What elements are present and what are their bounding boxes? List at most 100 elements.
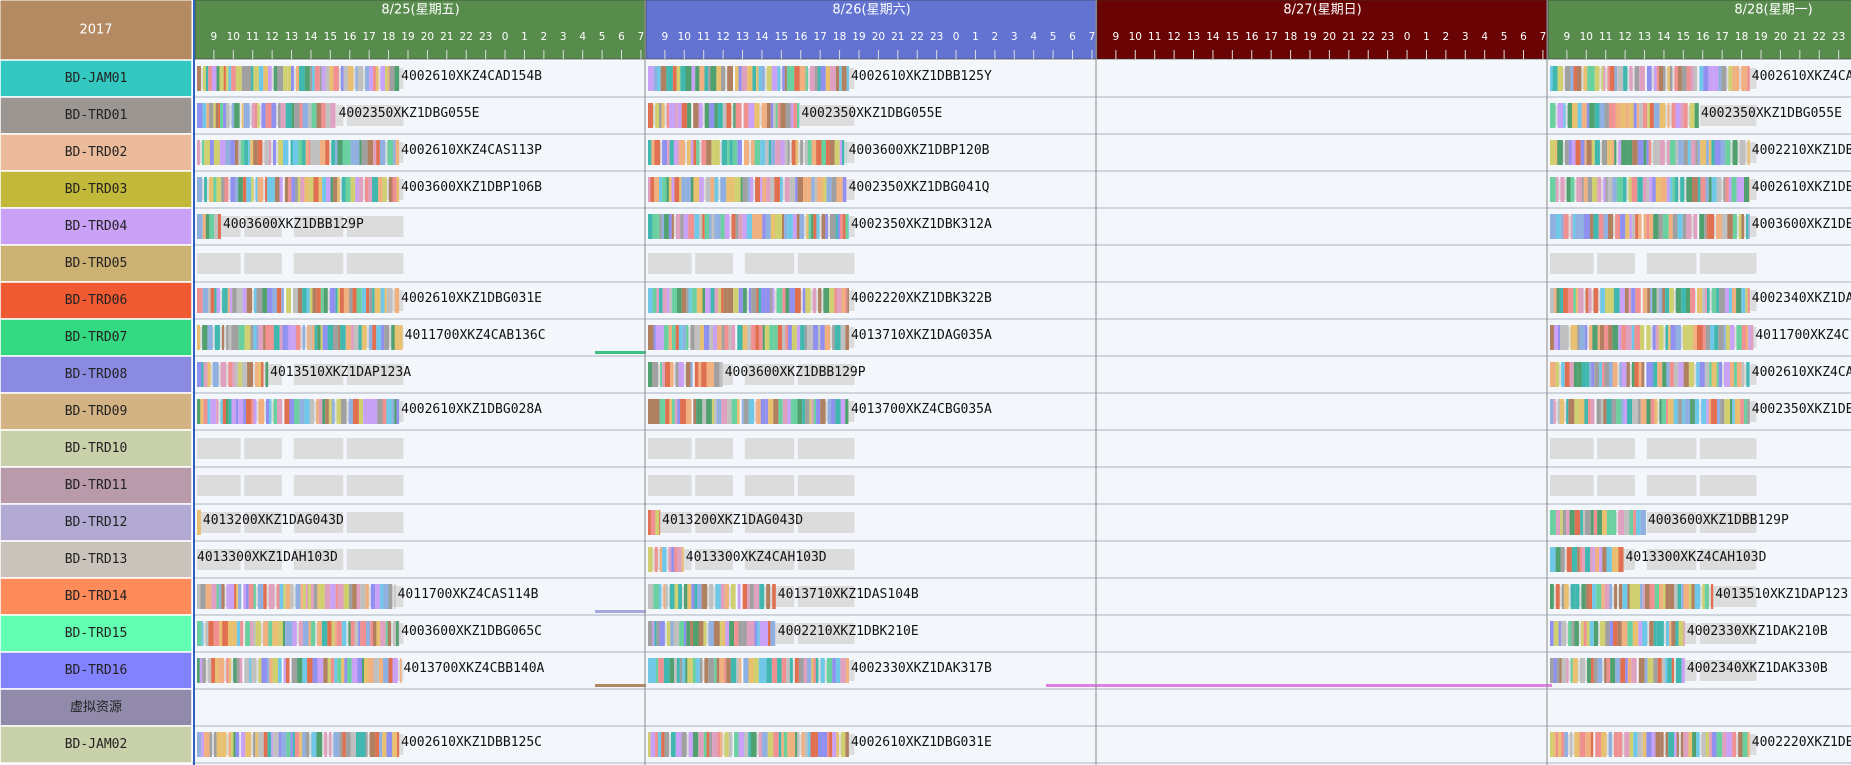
hour-label: 3 [1011,31,1018,43]
task-block [1624,732,1630,757]
task-block [341,621,347,646]
task-block [672,399,675,424]
task-block [267,66,272,91]
task-block [650,658,657,683]
task-block [372,325,377,350]
task-block [1550,214,1556,239]
task-block [1653,621,1657,646]
task-block [1633,510,1637,535]
task-block [1557,140,1563,165]
task-block [1593,510,1598,535]
hour-label: 10 [1129,31,1142,43]
task-block [278,732,282,757]
hour-label: 11 [246,31,259,43]
task-block [1647,103,1650,128]
task-block [272,621,276,646]
job-label: 4002610XKZ1DBG031E [851,735,992,750]
task-block [804,140,808,165]
task-block [348,140,351,165]
job-label: 4002330XKZ1DAK210B [1687,624,1828,639]
task-block [650,732,656,757]
task-block [1601,584,1605,609]
task-block [702,399,707,424]
task-block [1652,177,1656,202]
task-block [812,288,817,313]
task-block [394,288,400,313]
empty-slot [797,364,855,385]
task-block [1646,362,1650,387]
task-block [772,288,775,313]
task-block [698,621,704,646]
task-block [756,621,760,646]
task-block [829,140,835,165]
task-block [773,103,776,128]
task-block [290,584,294,609]
hour-label: 16 [343,31,357,43]
task-block [679,621,684,646]
task-block [1707,288,1710,313]
task-block [1666,177,1670,202]
task-block [1681,584,1684,609]
task-block [743,658,749,683]
task-block [664,732,669,757]
task-block [676,288,682,313]
task-block [1750,325,1754,350]
task-block [675,103,678,128]
task-block [207,325,213,350]
task-block [673,621,680,646]
task-block [1716,362,1719,387]
task-block [713,621,720,646]
task-block [1583,66,1588,91]
task-block [678,584,682,609]
task-block [785,103,791,128]
task-block [658,658,664,683]
task-block [380,66,385,91]
hour-label: 3 [1462,31,1469,43]
hour-label: 22 [1813,31,1826,43]
task-block [671,547,675,572]
task-block [1649,177,1653,202]
task-block [323,288,328,313]
task-block [376,325,382,350]
empty-slot [1550,475,1594,496]
task-block [754,658,759,683]
task-block [1697,140,1701,165]
task-block [239,658,243,683]
task-block [340,66,344,91]
task-block [238,325,245,350]
task-block [1599,547,1603,572]
resource-cell [0,207,193,246]
task-block [1692,177,1698,202]
task-block [1570,584,1576,609]
task-block [727,66,734,91]
task-block [202,66,206,91]
task-block [825,66,831,91]
task-block [1620,658,1626,683]
task-block [286,288,292,313]
task-block [351,658,358,683]
task-block [681,547,684,572]
task-block [1612,510,1617,535]
task-block [648,584,651,609]
task-block [216,177,222,202]
task-block [1683,362,1689,387]
task-block [687,584,692,609]
task-block [681,103,688,128]
task-block [1552,732,1556,757]
hour-label: 13 [1638,31,1651,43]
task-block [202,214,206,239]
task-block [386,399,392,424]
task-block [243,103,250,128]
empty-slot [1699,623,1757,644]
empty-slot [648,438,692,459]
task-block [1653,66,1657,91]
task-block [302,658,308,683]
task-block [369,66,374,91]
task-block [1568,621,1572,646]
hour-label: 0 [953,31,960,43]
task-block [368,658,374,683]
task-block [762,325,765,350]
task-block [297,177,301,202]
task-block [1577,103,1582,128]
task-block [1668,214,1673,239]
